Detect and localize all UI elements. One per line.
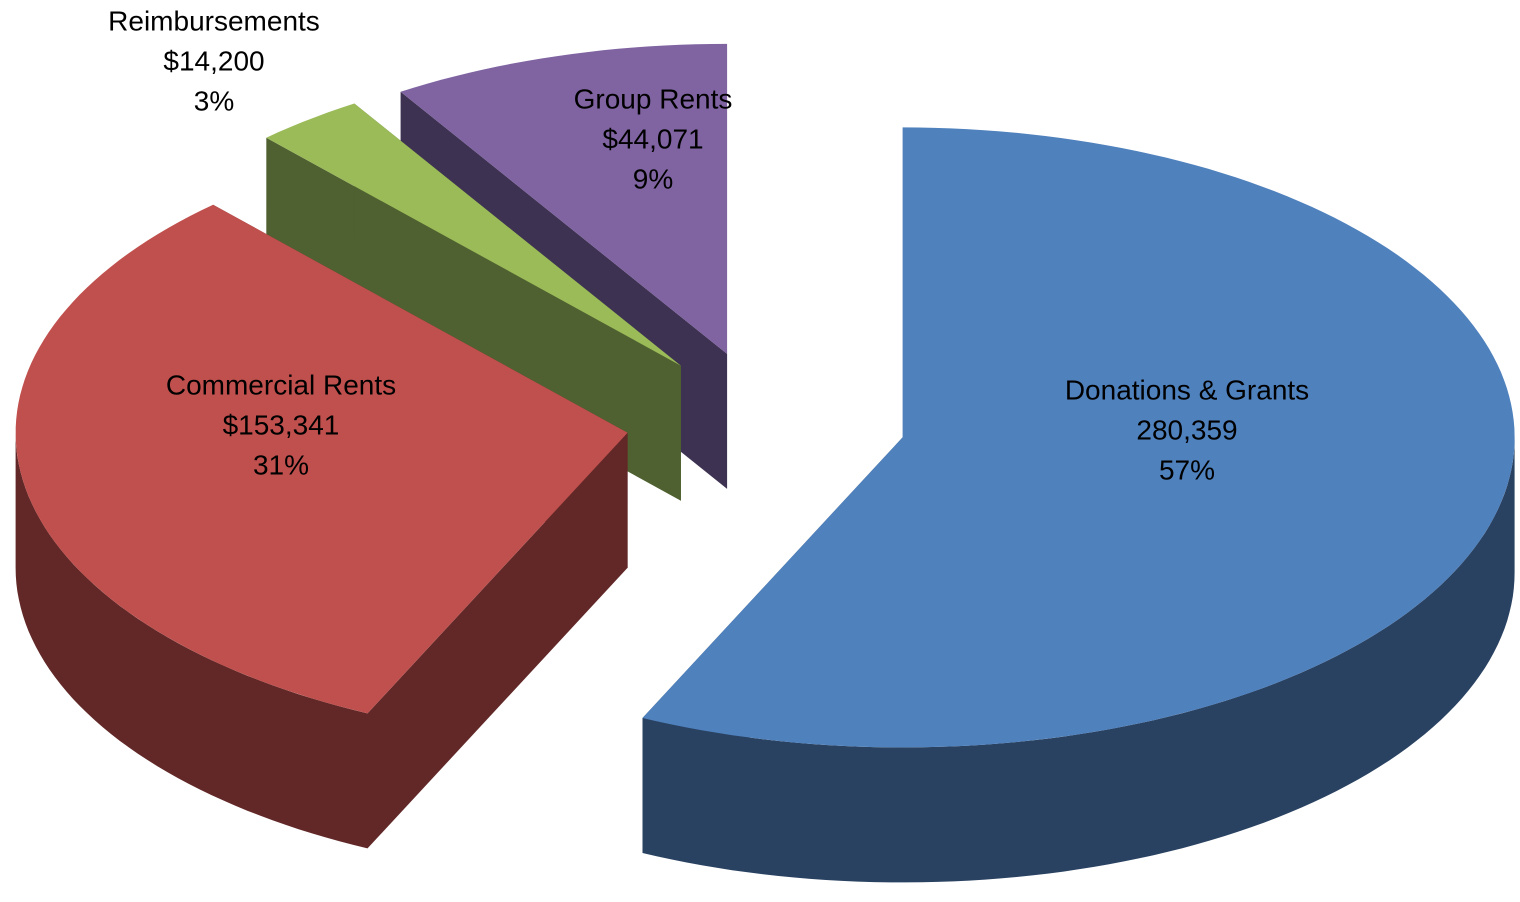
data-label-value: $14,200 — [163, 45, 264, 76]
data-label-percent: 31% — [253, 449, 309, 480]
data-label-percent: 3% — [194, 85, 234, 116]
slice — [15, 204, 628, 849]
slice-side — [15, 432, 368, 849]
slice — [15, 204, 628, 714]
data-label-name: Group Rents — [574, 83, 733, 114]
data-label-percent: 9% — [633, 163, 673, 194]
data-label-percent: 57% — [1159, 454, 1215, 485]
data-label-name: Reimbursements — [108, 5, 320, 36]
slice — [400, 43, 728, 354]
slice — [266, 103, 681, 366]
data-label-value: $153,341 — [223, 409, 340, 440]
slice-side — [642, 437, 1515, 883]
data-label-value: 280,359 — [1136, 414, 1237, 445]
data-label-name: Donations & Grants — [1065, 374, 1309, 405]
slice — [642, 127, 1515, 883]
data-label-name: Commercial Rents — [166, 369, 396, 400]
slice — [642, 127, 1515, 748]
data-label-value: $44,071 — [602, 123, 703, 154]
slice-side — [367, 432, 628, 849]
